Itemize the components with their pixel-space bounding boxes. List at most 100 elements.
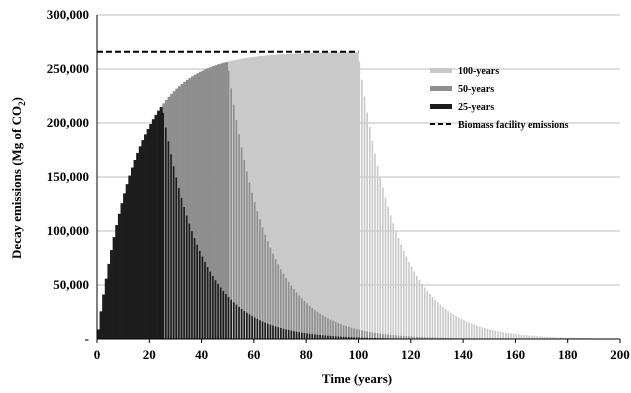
y-tick-label-3: 150,000 (47, 169, 89, 184)
bar-100y-145 (476, 325, 478, 339)
bar-100y-149 (486, 328, 489, 339)
bar-50y-98 (353, 328, 355, 339)
x-tick-label-0: 0 (94, 347, 101, 362)
bar-50y-119 (408, 336, 410, 339)
bar-50y-54 (238, 134, 240, 339)
bar-25y-42 (206, 266, 209, 339)
bar-50y-86 (321, 315, 324, 339)
bar-25y-59 (251, 316, 253, 339)
x-tick-label-10: 200 (610, 347, 630, 362)
bar-50y-124 (421, 337, 423, 339)
bar-25y-46 (217, 283, 219, 339)
bar-25y-17 (141, 140, 145, 339)
bar-50y-37 (193, 74, 197, 339)
bar-25y-30 (175, 177, 178, 339)
bar-100y-141 (465, 321, 468, 339)
bar-100y-150 (489, 329, 491, 339)
bar-100y-75 (293, 53, 296, 340)
bar-25y-50 (227, 296, 230, 339)
bar-100y-126 (426, 290, 429, 339)
bar-25y-45 (214, 280, 217, 339)
bar-25y-97 (350, 337, 353, 339)
bar-50y-132 (442, 337, 444, 339)
bar-25y-18 (144, 134, 147, 339)
bar-100y-94 (342, 52, 346, 339)
bar-50y-82 (311, 307, 314, 339)
bar-100y-120 (410, 266, 413, 339)
bar-100y-163 (523, 335, 525, 339)
bar-100y-156 (504, 332, 507, 339)
bar-25y-95 (345, 336, 348, 339)
bar-100y-97 (350, 52, 354, 340)
bar-50y-87 (324, 316, 327, 339)
bar-100y-61 (256, 56, 260, 339)
y-tick-label-0: - (85, 331, 89, 346)
bar-100y-122 (416, 275, 418, 339)
bar-50y-109 (382, 333, 384, 339)
bar-50y-69 (277, 264, 280, 339)
bar-100y-160 (515, 334, 518, 339)
bar-100y-116 (400, 244, 402, 339)
bar-50y-38 (196, 73, 200, 339)
y-axis-title-close: ) (9, 97, 24, 101)
bar-25y-88 (327, 335, 329, 339)
bar-50y-75 (293, 289, 295, 339)
bar-50y-77 (298, 295, 300, 339)
bar-100y-133 (444, 308, 447, 339)
bar-25y-69 (277, 327, 280, 339)
bar-100y-182 (572, 337, 575, 339)
x-tick-labels: 0 20 40 60 80 100 120 140 160 180 200 (94, 347, 630, 362)
bar-50y-99 (355, 329, 358, 339)
bar-25y-15 (136, 152, 140, 339)
bar-25y-86 (321, 335, 324, 339)
bar-25y-79 (303, 333, 306, 339)
bar-100y-132 (442, 306, 444, 339)
bar-100y-179 (565, 337, 567, 339)
bar-25y-3 (104, 278, 108, 339)
bar-100y-113 (392, 223, 395, 339)
bar-25y-12 (128, 175, 132, 339)
axes (96, 15, 621, 343)
bar-25y-8 (117, 213, 121, 339)
bar-100y-117 (402, 250, 405, 339)
bar-25y-76 (295, 331, 298, 339)
bar-50y-118 (405, 336, 408, 339)
bar-50y-64 (264, 234, 266, 339)
bar-50y-122 (416, 336, 418, 339)
bar-50y-76 (295, 292, 298, 339)
bar-25y-67 (272, 325, 274, 339)
bar-50y-96 (348, 326, 350, 339)
bar-25y-96 (348, 337, 350, 339)
bar-50y-58 (248, 182, 251, 339)
bar-100y-130 (436, 302, 439, 339)
x-tick-label-3: 60 (247, 347, 260, 362)
bar-100y-124 (421, 283, 423, 339)
bar-100y-84 (316, 52, 320, 340)
bar-25y-31 (178, 187, 180, 339)
x-axis-title: Time (years) (322, 371, 392, 386)
x-tick-label-4: 80 (300, 347, 313, 362)
bar-50y-120 (410, 336, 413, 339)
bar-50y-79 (303, 300, 306, 339)
bar-25y-60 (253, 317, 256, 339)
bar-100y-112 (389, 215, 392, 339)
bar-100y-157 (507, 333, 510, 339)
bar-100y-89 (329, 52, 333, 340)
bar-100y-110 (384, 197, 387, 339)
bar-25y-66 (269, 324, 272, 339)
bar-25y-53 (235, 304, 238, 339)
bar-50y-42 (206, 68, 210, 339)
bar-25y-104 (368, 337, 371, 339)
bar-25y-6 (112, 237, 116, 339)
bar-100y-86 (321, 52, 325, 340)
bar-50y-84 (316, 311, 319, 339)
bar-50y-65 (266, 241, 269, 339)
bar-50y-49 (225, 61, 228, 339)
bar-25y-58 (248, 314, 251, 339)
bar-25y-22 (154, 114, 158, 339)
bar-100y-167 (533, 335, 536, 339)
bar-100y-104 (368, 127, 371, 339)
bar-100y-175 (554, 337, 557, 339)
bar-50y-106 (374, 332, 376, 339)
